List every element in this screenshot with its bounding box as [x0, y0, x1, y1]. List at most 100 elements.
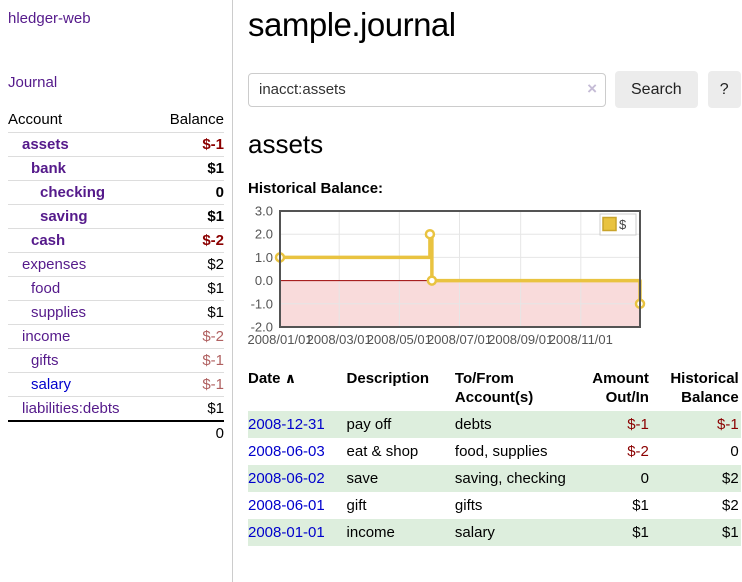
svg-text:2008/11/01: 2008/11/01	[549, 332, 613, 347]
main-content: sample.journal × Search ? assets Histori…	[233, 0, 742, 582]
table-row: 2008-12-31 pay off debts $-1 $-1	[248, 411, 741, 438]
svg-text:2008/05/01: 2008/05/01	[367, 332, 432, 347]
svg-text:2008/01/01: 2008/01/01	[247, 332, 312, 347]
account-heading: assets	[248, 129, 324, 159]
transaction-balance: $2	[722, 497, 739, 514]
account-balance: $1	[153, 396, 224, 421]
svg-text:$: $	[619, 217, 627, 232]
transaction-accounts: gifts	[454, 497, 483, 514]
table-row: 2008-01-01 income salary $1 $1	[248, 519, 741, 546]
account-link-cash[interactable]: cash	[31, 232, 66, 249]
svg-text:1.0: 1.0	[255, 250, 273, 265]
help-button[interactable]: ?	[707, 71, 741, 108]
transaction-balance: $2	[722, 470, 739, 487]
sort-asc-icon: ∧	[284, 370, 297, 386]
transaction-description: save	[346, 470, 379, 487]
account-row: bank $1	[8, 156, 224, 181]
clear-search-icon[interactable]: ×	[587, 78, 597, 98]
transaction-amount: 0	[640, 470, 649, 487]
transaction-amount: $-1	[627, 416, 649, 433]
svg-text:2008/03/01: 2008/03/01	[307, 332, 372, 347]
historical-balance-chart: $3.0 2.0 1.0 0.0 -1.0 -2.0 2008/01/01 2008/03/0…	[247, 204, 741, 353]
account-balance: $1	[153, 300, 224, 325]
account-balance: $-1	[153, 348, 224, 373]
account-row: checking 0	[8, 180, 224, 205]
accounts-total-value: 0	[153, 420, 224, 445]
account-row: supplies $1	[8, 300, 224, 325]
transaction-amount: $1	[632, 524, 649, 541]
transaction-accounts: debts	[454, 416, 492, 433]
account-balance: $-2	[153, 228, 224, 253]
account-link-income[interactable]: income	[22, 328, 71, 345]
account-row: cash $-2	[8, 228, 224, 253]
page-title: sample.journal	[248, 6, 456, 43]
account-row: expenses $2	[8, 252, 224, 277]
sidebar: hledger-web Journal Account Balance asse…	[0, 0, 233, 582]
account-balance: $-1	[153, 132, 224, 157]
transaction-accounts: saving, checking	[454, 470, 566, 487]
account-link-liabilities-debts[interactable]: liabilities:debts	[22, 400, 120, 417]
transaction-date-link[interactable]: 2008-06-01	[248, 497, 325, 514]
transaction-description: eat & shop	[346, 443, 419, 460]
accounts-header-account: Account	[8, 111, 63, 128]
sidebar-item-journal[interactable]: Journal	[8, 74, 58, 91]
transaction-date-link[interactable]: 2008-06-02	[248, 470, 325, 487]
transaction-description: pay off	[346, 416, 392, 433]
account-row: food $1	[8, 276, 224, 301]
account-row: saving $1	[8, 204, 224, 229]
account-row: income $-2	[8, 324, 224, 349]
transaction-accounts: salary	[454, 524, 495, 541]
svg-text:0.0: 0.0	[255, 273, 273, 288]
transaction-balance: $1	[722, 524, 739, 541]
search-input[interactable]	[248, 72, 606, 107]
search-button[interactable]: Search	[615, 71, 698, 108]
account-balance: $1	[153, 156, 224, 181]
account-link-expenses[interactable]: expenses	[22, 256, 87, 273]
table-row: 2008-06-01 gift gifts $1 $2	[248, 492, 741, 519]
account-balance: $-2	[153, 324, 224, 349]
transaction-amount: $-2	[627, 443, 649, 460]
svg-text:-2.0: -2.0	[251, 320, 273, 335]
chart-label: Historical Balance:	[248, 180, 384, 197]
transaction-date-link[interactable]: 2008-01-01	[248, 524, 325, 541]
register-header-description: Description	[346, 370, 430, 387]
account-link-supplies[interactable]: supplies	[31, 304, 87, 321]
account-link-checking[interactable]: checking	[40, 184, 106, 201]
transaction-description: gift	[346, 497, 367, 514]
accounts-total-row: 0	[8, 420, 224, 445]
account-link-bank[interactable]: bank	[31, 160, 67, 177]
svg-text:2008/07/01: 2008/07/01	[427, 332, 492, 347]
account-balance: 0	[153, 180, 224, 205]
svg-text:-1.0: -1.0	[251, 296, 273, 311]
transaction-description: income	[346, 524, 395, 541]
account-balance: $1	[153, 276, 224, 301]
app-title-link[interactable]: hledger-web	[8, 10, 91, 27]
account-balance: $2	[153, 252, 224, 277]
account-row: salary $-1	[8, 372, 224, 397]
account-link-salary[interactable]: salary	[31, 376, 72, 393]
account-balance: $1	[153, 204, 224, 229]
transaction-accounts: food, supplies	[454, 443, 548, 460]
account-link-gifts[interactable]: gifts	[31, 352, 59, 369]
table-row: 2008-06-03 eat & shop food, supplies $-2 0	[248, 438, 741, 465]
transaction-amount: $1	[632, 497, 649, 514]
account-link-saving[interactable]: saving	[40, 208, 88, 225]
transaction-balance: $-1	[717, 416, 739, 433]
account-row: assets $-1	[8, 132, 224, 157]
account-link-assets[interactable]: assets	[22, 136, 69, 153]
register-header-balance: Historical Balance	[670, 370, 739, 406]
register-header-date[interactable]: Date ∧	[248, 370, 297, 387]
account-link-food[interactable]: food	[31, 280, 61, 297]
svg-text:2.0: 2.0	[255, 227, 273, 242]
transaction-balance: 0	[730, 443, 739, 460]
register-header-amount: Amount Out/In	[592, 370, 649, 406]
svg-text:2008/09/01: 2008/09/01	[488, 332, 553, 347]
accounts-table: Account Balance assets $-1 bank $1 checking 0…	[8, 108, 224, 445]
account-row: liabilities:debts $1	[8, 396, 224, 421]
svg-text:3.0: 3.0	[255, 204, 273, 219]
transaction-date-link[interactable]: 2008-06-03	[248, 443, 325, 460]
accounts-header-balance: Balance	[169, 111, 224, 128]
transaction-date-link[interactable]: 2008-12-31	[248, 416, 325, 433]
register-table: Date ∧ Description To/From Account(s) Am…	[248, 367, 741, 546]
